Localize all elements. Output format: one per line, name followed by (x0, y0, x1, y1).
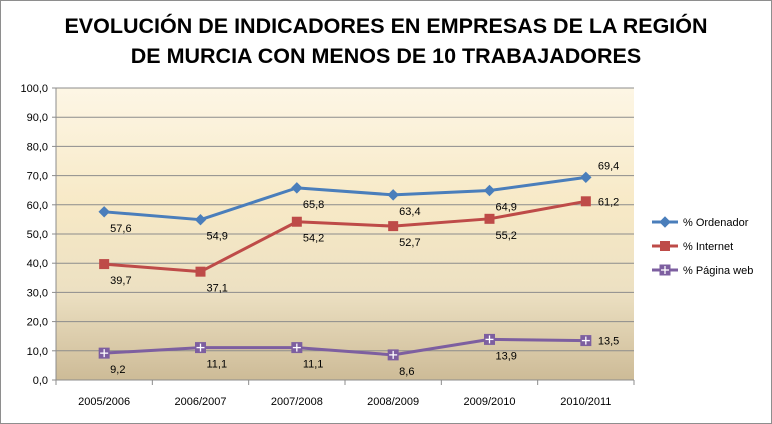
legend-marker (659, 264, 671, 276)
x-tick-label: 2009/2010 (464, 396, 516, 408)
data-label: 11,1 (207, 359, 228, 371)
legend-label: % Página web (683, 265, 753, 277)
data-label: 13,5 (598, 336, 619, 348)
marker-shape (291, 182, 303, 194)
legend-label: % Ordenador (683, 217, 749, 229)
legend-item: % Ordenador (652, 216, 749, 229)
legend-marker (660, 241, 670, 251)
y-tick-label: 70,0 (27, 171, 48, 183)
series-line (104, 337, 586, 357)
legend-label: % Internet (683, 241, 733, 253)
y-tick-label: 60,0 (27, 200, 48, 212)
x-tick-label: 2007/2008 (271, 396, 323, 408)
chart-title-line-2: DE MURCIA CON MENOS DE 10 TRABAJADORES (130, 44, 642, 68)
data-point (291, 182, 303, 194)
data-point (388, 221, 399, 232)
data-point (580, 196, 591, 207)
data-label: 13,9 (496, 350, 517, 362)
y-tick-label: 20,0 (27, 317, 48, 329)
y-tick-label: 50,0 (27, 229, 48, 241)
y-tick-label: 90,0 (27, 112, 48, 124)
data-label: 11,1 (303, 359, 324, 371)
series-line (104, 175, 587, 222)
data-label: 65,8 (303, 199, 324, 211)
data-point (291, 342, 303, 354)
marker-shape (291, 216, 302, 227)
marker-shape (195, 266, 206, 277)
marker-shape (484, 213, 495, 224)
series-line (104, 199, 587, 274)
marker-shape (98, 206, 110, 218)
data-label: 57,6 (110, 223, 131, 235)
data-point (195, 266, 206, 277)
data-point (98, 347, 110, 359)
y-tick-label: 100,0 (20, 83, 48, 95)
data-label: 61,2 (598, 196, 619, 208)
data-point (483, 184, 496, 197)
data-label: 63,4 (399, 206, 420, 218)
legend-item: % Página web (652, 264, 753, 277)
x-tick-label: 2010/2011 (560, 396, 611, 408)
data-label: 55,2 (496, 230, 517, 242)
marker-shape (660, 241, 670, 251)
y-tick-label: 0,0 (33, 375, 48, 387)
y-tick-label: 80,0 (27, 141, 48, 153)
x-tick-label: 2008/2009 (367, 396, 419, 408)
data-point (99, 259, 110, 270)
data-point (291, 216, 302, 227)
data-label: 64,9 (496, 201, 517, 213)
y-tick-label: 10,0 (27, 346, 48, 358)
data-label: 54,2 (303, 233, 324, 245)
marker-shape (388, 221, 399, 232)
marker-shape (483, 184, 496, 197)
marker-shape (659, 216, 671, 228)
data-point (484, 333, 495, 345)
marker-shape (580, 171, 592, 184)
data-label: 69,4 (598, 160, 619, 172)
data-label: 52,7 (399, 237, 420, 249)
y-tick-label: 40,0 (27, 258, 48, 270)
data-point (194, 213, 207, 226)
chart-title-line-1: EVOLUCIÓN DE INDICADORES EN EMPRESAS DE … (64, 14, 708, 38)
marker-shape (387, 189, 399, 201)
data-label: 39,7 (110, 275, 131, 287)
chart-title: EVOLUCIÓN DE INDICADORES EN EMPRESAS DE … (41, 11, 731, 71)
legend-marker (659, 216, 671, 228)
legend-item: % Internet (652, 241, 733, 253)
data-point (580, 335, 592, 347)
data-point (580, 171, 592, 184)
data-label: 8,6 (399, 366, 414, 378)
x-tick-label: 2005/2006 (78, 396, 130, 408)
data-point (195, 342, 206, 354)
data-point (98, 206, 110, 218)
x-tick-label: 2006/2007 (175, 396, 227, 408)
marker-shape (580, 196, 591, 207)
data-label: 37,1 (207, 283, 228, 295)
data-point (484, 213, 495, 224)
data-point (387, 349, 399, 361)
marker-shape (194, 213, 207, 226)
marker-shape (99, 259, 110, 270)
data-label: 54,9 (207, 231, 228, 243)
data-point (387, 189, 399, 201)
y-tick-label: 30,0 (27, 287, 48, 299)
data-label: 9,2 (110, 364, 125, 376)
